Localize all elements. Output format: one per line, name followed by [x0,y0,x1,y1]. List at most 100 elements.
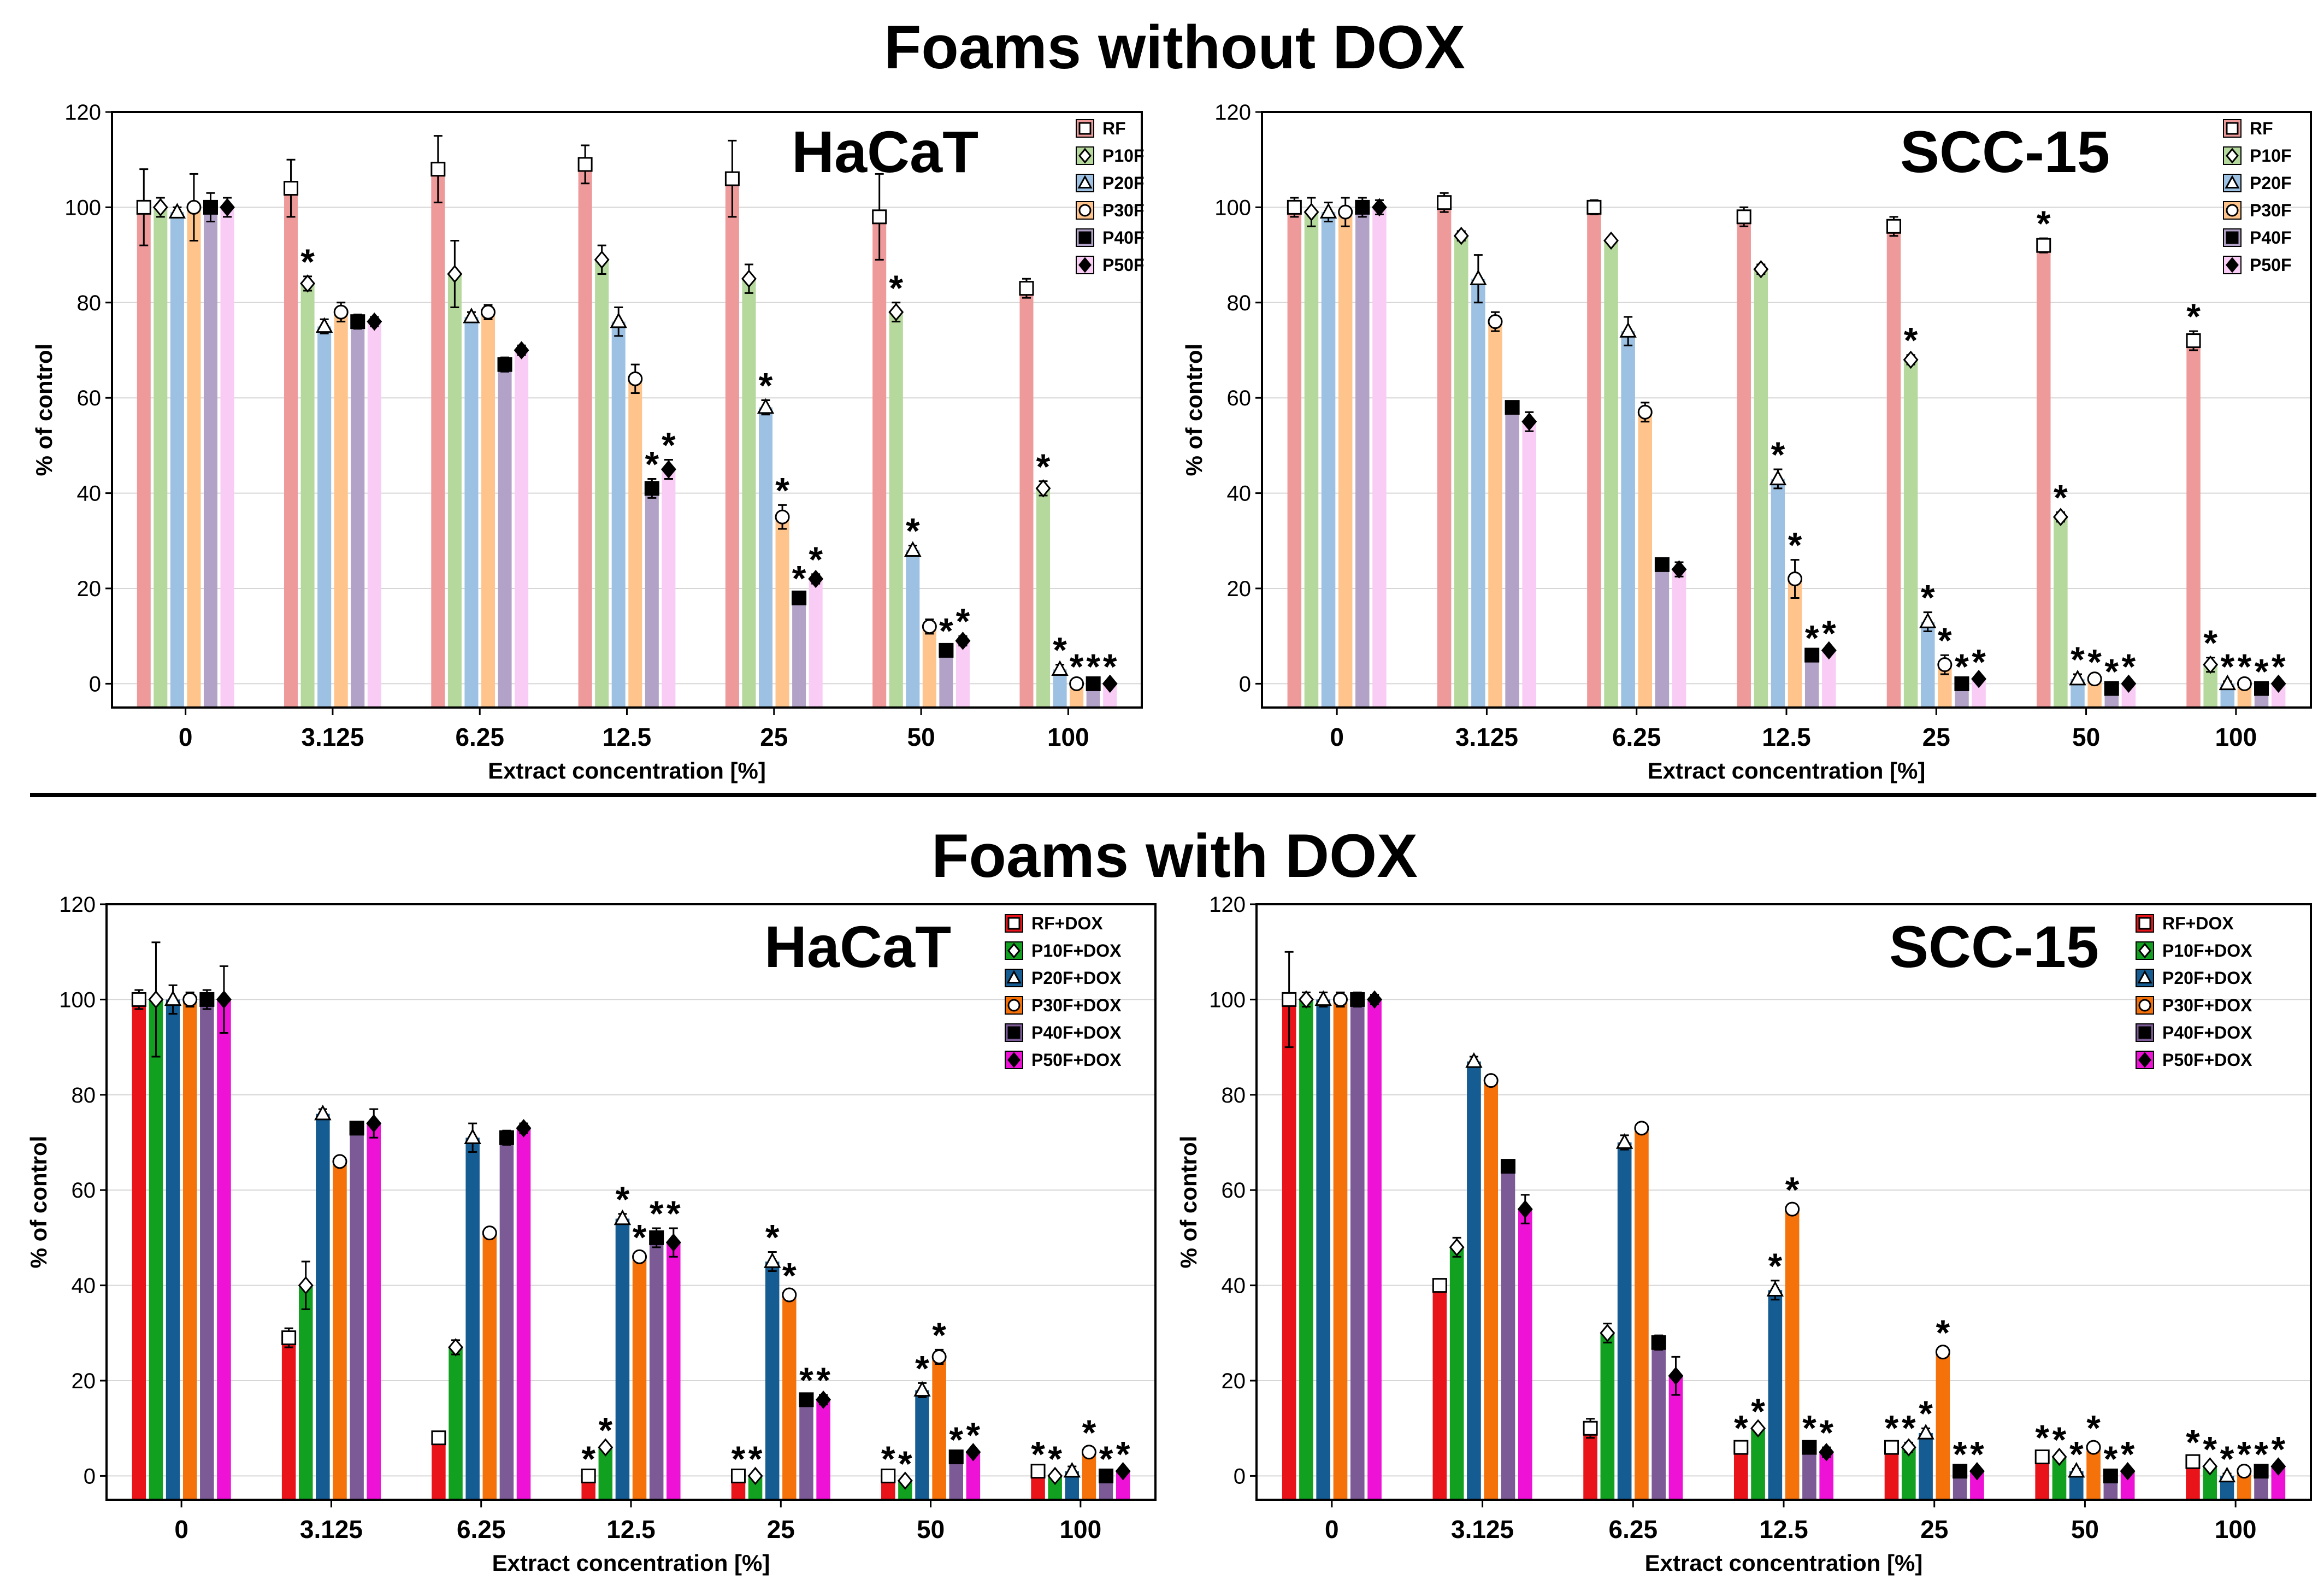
bar-p10f-25 [742,279,756,708]
point-marker-rf [1437,195,1452,210]
significance-star: * [2054,477,2068,517]
section-title-without-dox: Foams without DOX [884,13,1465,81]
point-marker-p20f-dox [464,1128,481,1144]
bar-p10f-25 [1903,360,1918,708]
bar-p50f-dox-0 [217,999,231,1500]
bar-p20f-dox-3-125 [316,1113,330,1500]
x-tick-label: 12.5 [1762,723,1811,751]
point-marker-p20f-dox [763,1252,781,1268]
point-marker-p40f [792,590,807,605]
bar-p40f-dox-3-125 [1501,1166,1515,1500]
point-marker-p10f [594,250,610,269]
x-tick-label: 0 [1325,1515,1339,1543]
point-marker-rf-dox [1282,992,1297,1007]
bar-p30f-dox-3-125 [1484,1080,1499,1500]
y-tick-label: 60 [77,386,102,410]
point-marker-p30f-dox [782,1287,797,1303]
bar-rf-dox-0 [132,999,146,1500]
legend-label-p40f: P40F [2250,228,2291,248]
significance-star: * [1919,1393,1933,1434]
bar-p30f-3-125 [1488,321,1502,708]
point-marker-p50f-dox [665,1233,681,1252]
legend: RF+DOX P10F+DOX P20F+DOX P30F+DOX P40F+DOX P5… [2136,914,2252,1070]
significance-star: * [300,241,315,282]
bar-p30f-dox-6-25 [1635,1128,1649,1500]
bar-p20f-0 [1321,212,1336,708]
point-marker-rf-dox [1432,1278,1447,1293]
point-marker-p30f [922,619,937,634]
point-marker-p50f-dox [1367,990,1383,1009]
legend-marker-p10f [1078,148,1092,164]
legend-marker-p50f-dox [1007,1052,1021,1068]
x-tick-label: 3.125 [1451,1515,1514,1543]
point-marker-p50f-dox [1969,1462,1985,1481]
point-marker-p10f [1303,203,1319,221]
bar-rf-6-25 [1587,207,1601,708]
point-marker-p50f [1971,669,1987,688]
legend-label-p40f: P40F [1102,228,1144,248]
point-marker-p50f [1821,641,1837,660]
point-marker-p20f [2069,669,2086,686]
point-marker-p30f [1788,571,1803,587]
point-marker-p40f [1654,557,1670,572]
point-marker-p20f [757,398,775,414]
y-tick-label: 100 [1209,988,1246,1012]
point-marker-p10f [2203,655,2219,674]
plot-frame [105,903,1157,1501]
bar-p50f-6-25 [1672,569,1686,708]
point-marker-p40f [203,199,218,215]
y-axis-label: % of control [1181,344,1207,476]
legend-marker-p40f-dox [1007,1026,1021,1039]
bar-p50f-dox-25 [816,1399,830,1500]
point-marker-p10f [300,274,316,293]
point-marker-p30f-dox [931,1349,947,1364]
x-tick-label: 12.5 [606,1515,656,1543]
legend-label-p10f-dox: P10F+DOX [2162,941,2252,961]
x-tick-label: 6.25 [1609,1515,1658,1543]
point-marker-p20f [2219,674,2237,691]
bar-p50f-0 [220,207,234,708]
point-marker-p50f [1102,674,1118,693]
significance-star: * [809,539,823,580]
significance-star: * [2086,1407,2101,1448]
significance-star: * [799,1360,813,1400]
significance-star: * [2237,1434,2251,1474]
point-marker-rf-dox [2185,1454,2201,1469]
point-marker-p30f [2087,671,2102,687]
y-axis-label: % of control [1176,1136,1201,1269]
point-marker-p50f-dox [516,1119,532,1138]
point-marker-p40f-dox [1802,1440,1817,1455]
bar-p20f-dox-25 [765,1262,780,1500]
significance-star: * [2203,622,2217,663]
bar-p20f-3-125 [1471,279,1485,708]
x-tick-label: 100 [1059,1515,1101,1543]
bar-p10f-0 [1304,212,1319,708]
point-marker-p20f-dox [2068,1462,2085,1478]
significance-star: * [2255,651,2269,692]
legend-label-rf: RF [1102,119,1126,138]
bar-p20f-dox-12-5 [615,1218,630,1500]
bar-p40f-50 [939,650,953,708]
point-marker-rf-dox [1030,1464,1046,1479]
legend-marker-p40f-dox [2138,1026,2151,1039]
point-marker-p30f-dox [632,1249,647,1264]
bar-p30f-dox-6-25 [482,1233,497,1500]
legend-label-p10f: P10F [1102,146,1144,166]
point-marker-p50f [660,460,676,479]
point-marker-rf-dox [581,1468,596,1483]
point-marker-p30f-dox [332,1154,347,1169]
x-tick-label: 25 [767,1515,795,1543]
y-tick-label: 60 [72,1178,96,1203]
significance-star: * [662,425,676,465]
point-marker-p20f-dox [614,1209,632,1225]
point-marker-p30f [333,304,349,320]
bar-p40f-dox-12-5 [649,1238,664,1500]
bar-rf-100 [2186,340,2201,708]
significance-star: * [2087,641,2102,682]
significance-star: * [1086,646,1100,687]
bar-p20f-6-25 [1621,331,1635,708]
point-marker-p40f [939,643,954,658]
bar-p20f-12-5 [1771,479,1785,708]
x-tick-label: 100 [2215,1515,2257,1543]
point-marker-p40f-dox [799,1392,814,1407]
